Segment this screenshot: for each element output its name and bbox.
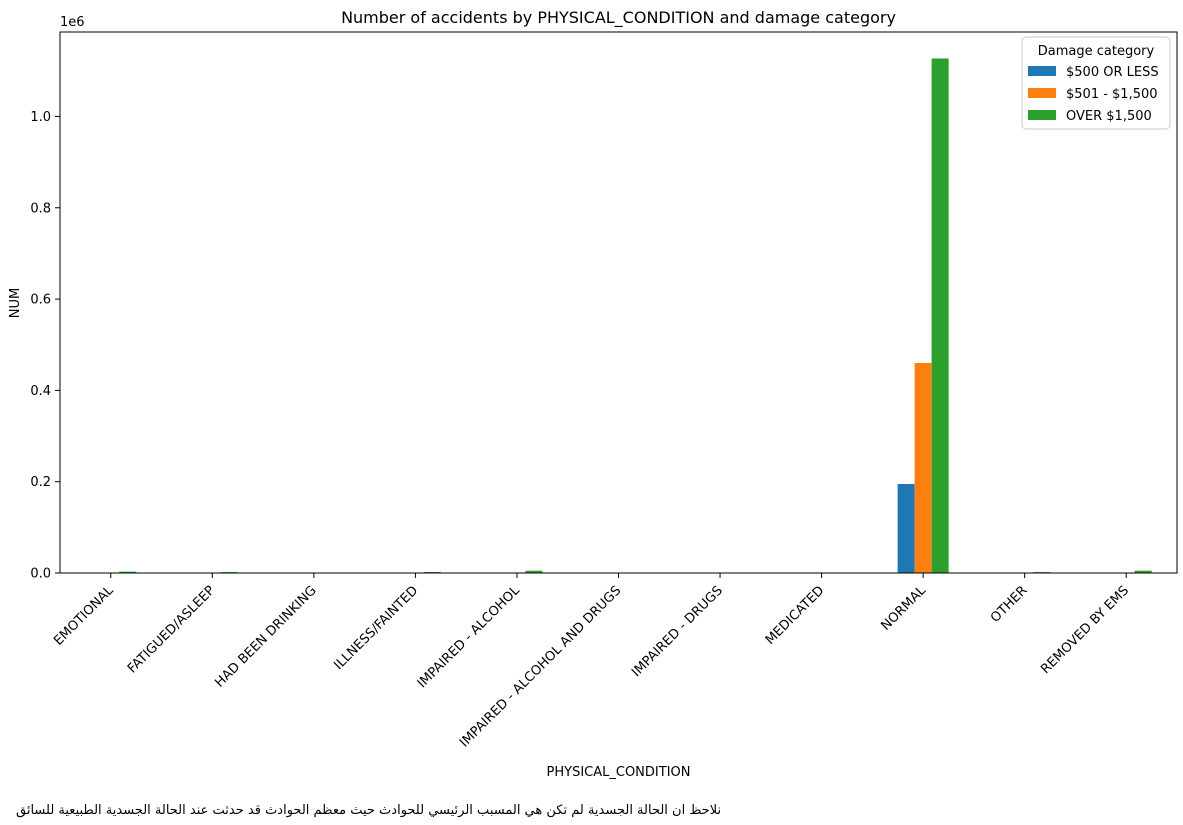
x-tick-label: NORMAL	[879, 583, 930, 634]
y-tick-label: 0.4	[30, 384, 51, 399]
x-tick-label: IMPAIRED - DRUGS	[629, 583, 726, 680]
bar	[931, 58, 949, 574]
bar	[1134, 570, 1152, 573]
bar	[897, 483, 915, 573]
y-tick-label: 0.2	[30, 475, 51, 490]
legend-label: $501 - $1,500	[1066, 87, 1158, 102]
x-tick-label: REMOVED BY EMS	[1038, 583, 1132, 677]
y-tick-label: 0.0	[30, 567, 51, 582]
chart-title: Number of accidents by PHYSICAL_CONDITIO…	[341, 8, 896, 28]
x-tick-label: MEDICATED	[763, 583, 828, 648]
footnote: نلاحظ ان الحالة الجسدية لم تكن هي المسبب…	[16, 803, 722, 818]
bar	[525, 570, 543, 573]
legend: Damage category $500 OR LESS $501 - $1,50…	[1021, 36, 1171, 130]
bars-group	[85, 58, 1152, 574]
x-tick-label: EMOTIONAL	[51, 583, 117, 649]
y-ticks-group: 0.0 0.2 0.4 0.6 0.8 1.0	[30, 110, 60, 582]
y-tick-label: 0.6	[30, 293, 51, 308]
plot-frame	[59, 31, 1178, 574]
bar-chart: Number of accidents by PHYSICAL_CONDITIO…	[8, 8, 1178, 780]
y-tick-label: 0.8	[30, 201, 51, 216]
legend-frame	[1021, 36, 1171, 130]
x-tick-label: IMPAIRED - ALCOHOL AND DRUGS	[457, 583, 624, 750]
x-tick-label: FATIGUED/ASLEEP	[125, 583, 218, 676]
bar	[914, 362, 932, 573]
bar	[423, 571, 441, 573]
y-tick-label: 1.0	[30, 110, 51, 125]
y-axis-label: NUM	[8, 288, 23, 318]
legend-label: OVER $1,500	[1066, 109, 1152, 124]
legend-swatch	[1028, 66, 1056, 76]
x-tick-label: ILLNESS/FAINTED	[331, 583, 421, 673]
x-tick-label: HAD BEEN DRINKING	[212, 583, 319, 690]
legend-label: $500 OR LESS	[1066, 65, 1159, 80]
legend-title: Damage category	[1038, 44, 1155, 59]
x-tick-label: IMPAIRED - ALCOHOL	[415, 583, 524, 692]
legend-swatch	[1028, 88, 1056, 98]
x-axis-label: PHYSICAL_CONDITION	[547, 765, 691, 780]
x-tick-label: OTHER	[988, 583, 1031, 626]
legend-swatch	[1028, 110, 1056, 120]
y-axis-offset-label: 1e6	[60, 15, 85, 30]
legend-items: $500 OR LESS $501 - $1,500 OVER $1,500	[1028, 65, 1159, 124]
bar	[119, 571, 137, 573]
